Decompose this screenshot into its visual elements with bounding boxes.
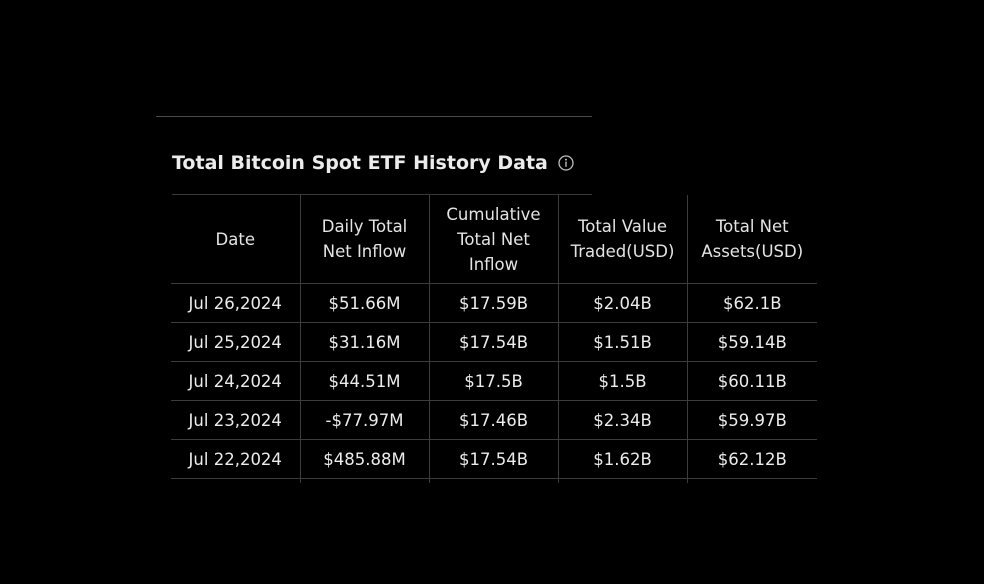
cell-total-value-traded: $2.04B <box>558 283 688 323</box>
table-row: Jul 22,2024 $485.88M $17.54B $1.62B $62.… <box>171 439 817 479</box>
title-divider <box>172 194 592 195</box>
cell-total-net-assets: $59.97B <box>687 400 817 440</box>
column-header-cumulative-net-inflow: Cumulative Total Net Inflow <box>429 195 559 284</box>
cell-daily-net-inflow: $51.66M <box>300 283 430 323</box>
etf-history-table: Date Daily Total Net Inflow Cumulative T… <box>171 195 817 479</box>
cell-cumulative-net-inflow: $17.59B <box>429 283 559 323</box>
cell-total-net-assets: $62.12B <box>687 439 817 479</box>
cell-total-value-traded: $1.62B <box>558 439 688 479</box>
column-header-date: Date <box>171 195 301 284</box>
header-row: Date Daily Total Net Inflow Cumulative T… <box>171 195 817 284</box>
cell-date: Jul 22,2024 <box>171 439 301 479</box>
cell-date: Jul 23,2024 <box>171 400 301 440</box>
cell-cumulative-net-inflow: $17.5B <box>429 361 559 401</box>
cell-cumulative-net-inflow: $17.54B <box>429 439 559 479</box>
cell-cumulative-net-inflow: $17.54B <box>429 322 559 362</box>
cell-total-net-assets: $62.1B <box>687 283 817 323</box>
column-divider-tail <box>429 477 430 483</box>
table-row: Jul 24,2024 $44.51M $17.5B $1.5B $60.11B <box>171 361 817 401</box>
cell-date: Jul 24,2024 <box>171 361 301 401</box>
info-circle-icon[interactable] <box>558 155 574 171</box>
cell-daily-net-inflow: $44.51M <box>300 361 430 401</box>
table-body: Jul 26,2024 $51.66M $17.59B $2.04B $62.1… <box>171 283 817 479</box>
cell-daily-net-inflow: $31.16M <box>300 322 430 362</box>
cell-total-value-traded: $2.34B <box>558 400 688 440</box>
table-row: Jul 23,2024 -$77.97M $17.46B $2.34B $59.… <box>171 400 817 440</box>
cell-daily-net-inflow: -$77.97M <box>300 400 430 440</box>
column-header-total-net-assets: Total Net Assets(USD) <box>687 195 817 284</box>
cell-daily-net-inflow: $485.88M <box>300 439 430 479</box>
cell-date: Jul 26,2024 <box>171 283 301 323</box>
column-header-total-value-traded: Total Value Traded(USD) <box>558 195 688 284</box>
cell-total-net-assets: $60.11B <box>687 361 817 401</box>
column-divider-tail <box>558 477 559 483</box>
widget-title: Total Bitcoin Spot ETF History Data <box>172 152 548 174</box>
cell-total-net-assets: $59.14B <box>687 322 817 362</box>
cell-total-value-traded: $1.51B <box>558 322 688 362</box>
top-divider <box>156 116 592 117</box>
cell-date: Jul 25,2024 <box>171 322 301 362</box>
table-row: Jul 25,2024 $31.16M $17.54B $1.51B $59.1… <box>171 322 817 362</box>
column-divider-tail <box>300 477 301 483</box>
widget-header: Total Bitcoin Spot ETF History Data <box>172 148 574 178</box>
table-row: Jul 26,2024 $51.66M $17.59B $2.04B $62.1… <box>171 283 817 323</box>
cell-total-value-traded: $1.5B <box>558 361 688 401</box>
column-divider-tail <box>687 477 688 483</box>
column-header-daily-net-inflow: Daily Total Net Inflow <box>300 195 430 284</box>
cell-cumulative-net-inflow: $17.46B <box>429 400 559 440</box>
table-header: Date Daily Total Net Inflow Cumulative T… <box>171 195 817 284</box>
